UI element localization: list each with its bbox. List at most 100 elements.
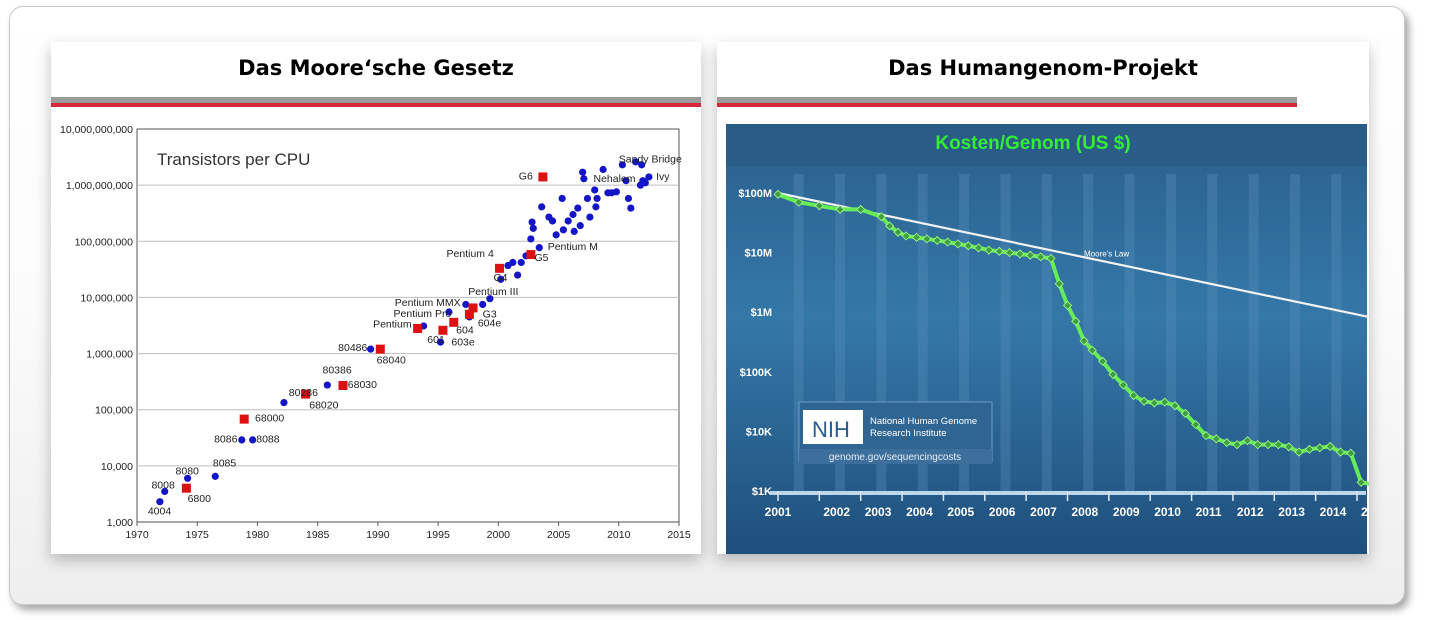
genome-cost-marker <box>1054 279 1064 289</box>
genome-cost-marker <box>1232 440 1242 450</box>
moore-cpu-dot <box>593 194 601 203</box>
moore-cpu-square <box>464 309 474 319</box>
moore-cpu-label: 8080 <box>176 465 200 477</box>
moore-cpu-dot <box>517 258 525 267</box>
moore-cpu-label: 8086 <box>214 433 238 445</box>
genome-y-tick-label: $1K <box>752 486 772 498</box>
genome-x-tick-label: 2006 <box>989 505 1016 519</box>
moore-cpu-label: G3 <box>483 308 497 320</box>
moore-plot-area <box>136 128 680 523</box>
moore-cpu-label: Ivy <box>656 171 670 183</box>
genome-cost-marker <box>1222 437 1232 448</box>
moore-cpu-dot <box>622 177 630 185</box>
title-divider-red <box>51 103 701 107</box>
moore-cpu-dot <box>570 227 578 235</box>
genome-x-tick-label: 2003 <box>865 505 892 519</box>
moore-cpu-dot <box>641 179 649 187</box>
genome-cost-marker <box>1201 431 1211 441</box>
moore-cpu-square <box>526 250 536 260</box>
genome-cost-marker <box>1325 441 1335 451</box>
genome-cost-marker <box>1118 380 1128 390</box>
moore-cpu-label: 604 <box>456 324 474 336</box>
genome-cost-marker <box>963 241 973 251</box>
moore-cpu-label: 601 <box>427 334 445 346</box>
moore-cpu-square <box>538 172 548 182</box>
moore-y-tick-label: 10,000 <box>101 461 133 473</box>
moore-cpu-dot <box>599 165 607 174</box>
genome-x-tick-label: 2008 <box>1072 505 1099 519</box>
moore-cpu-dot <box>462 300 470 309</box>
genome-cost-marker <box>876 212 886 222</box>
genome-cost-marker <box>1079 336 1089 346</box>
moore-cpu-label: 68020 <box>309 399 338 411</box>
moore-cpu-label: Pentium MMX <box>395 297 461 309</box>
moore-cpu-dot <box>552 231 560 239</box>
moore-x-tick-label: 2005 <box>547 529 571 541</box>
moore-cpu-dot <box>592 203 600 211</box>
moore-cpu-label: Sandy Bridge <box>619 153 682 165</box>
genome-cost-marker <box>1160 397 1170 407</box>
genome-x-tick-label: 2007 <box>1030 505 1057 519</box>
genome-cost-marker <box>1242 436 1252 446</box>
title-divider-grey <box>717 97 1297 103</box>
nih-institute-line1: National Human Genome <box>870 416 977 427</box>
genome-year-stripe <box>835 174 846 491</box>
moore-cpu-dot <box>535 244 543 252</box>
genome-cost-marker <box>814 201 824 211</box>
genome-x-tick-label: 2011 <box>1196 505 1222 519</box>
moore-cpu-dot <box>538 203 546 211</box>
moore-x-tick-label: 1995 <box>426 529 450 541</box>
moore-cpu-label: Pentium III <box>468 286 518 298</box>
moore-x-tick-label: 1985 <box>306 529 330 541</box>
moore-y-tick-label: 1,000 <box>107 517 133 529</box>
moore-y-tick-label: 10,000,000 <box>80 292 133 304</box>
moore-cpu-square <box>438 325 448 335</box>
genome-cost-marker <box>1071 316 1081 326</box>
moore-cpu-dot <box>479 300 487 309</box>
genome-cost-marker <box>922 234 932 244</box>
moore-cpu-label: G4 <box>494 272 508 284</box>
moore-cpu-square <box>449 317 459 327</box>
moore-x-tick-label: 2015 <box>667 529 691 541</box>
moore-cpu-label: 80486 <box>338 342 367 354</box>
genome-cost-marker <box>1315 443 1325 453</box>
moore-cpu-dot <box>183 474 192 482</box>
moore-cpu-label: 80386 <box>322 365 351 377</box>
genome-cost-marker <box>1294 447 1304 457</box>
genome-x-tick-label: 2015 <box>1361 505 1369 519</box>
genome-cost-marker <box>794 197 804 207</box>
genome-panel: Das Humangenom-Projekt Kosten/Genom (US … <box>717 42 1369 554</box>
moore-cpu-label: Pentium M <box>548 241 598 253</box>
genome-cost-marker <box>1273 440 1283 450</box>
genome-cost-marker <box>1129 390 1139 401</box>
moore-cpu-label: G6 <box>519 170 533 182</box>
moore-cpu-dot <box>367 345 375 353</box>
nih-institute-line2: Research Institute <box>870 428 947 439</box>
genome-year-stripe <box>1165 174 1176 491</box>
moore-cpu-square <box>338 380 348 390</box>
moore-cpu-dot <box>436 338 445 346</box>
genome-chart: Kosten/Genom (US $) $1K $10K $100K $1M $10M $1… <box>726 124 1369 554</box>
moore-x-tick-label: 1975 <box>186 529 210 541</box>
genome-y-tick-label: $10M <box>744 248 772 260</box>
genome-year-stripe <box>1000 174 1011 491</box>
moore-x-tick-label: 1970 <box>125 529 149 541</box>
genome-cost-marker <box>1356 477 1366 487</box>
genome-x-tick-label: 2014 <box>1320 505 1347 519</box>
genome-x-tick-label: 2005 <box>947 505 974 519</box>
moore-cpu-dot <box>323 381 331 389</box>
genome-panel-title: Das Humangenom-Projekt <box>888 56 1198 80</box>
genome-cost-marker <box>994 246 1004 256</box>
genome-cost-marker <box>1087 345 1097 355</box>
moore-cpu-dot <box>529 224 537 232</box>
genome-chart-title: Kosten/Genom (US $) <box>935 133 1130 154</box>
moore-y-tick-label: 100,000,000 <box>75 236 134 248</box>
genome-cost-marker <box>773 189 783 199</box>
moore-cpu-dot <box>527 235 535 243</box>
moore-panel-title: Das Moore‘sche Gesetz <box>238 56 514 80</box>
genome-year-stripe <box>1248 174 1259 491</box>
genome-cost-marker <box>1098 356 1108 366</box>
genome-x-tick-label: 2010 <box>1154 505 1181 519</box>
moore-cpu-dot <box>238 436 246 444</box>
moore-cpu-square <box>301 389 311 399</box>
